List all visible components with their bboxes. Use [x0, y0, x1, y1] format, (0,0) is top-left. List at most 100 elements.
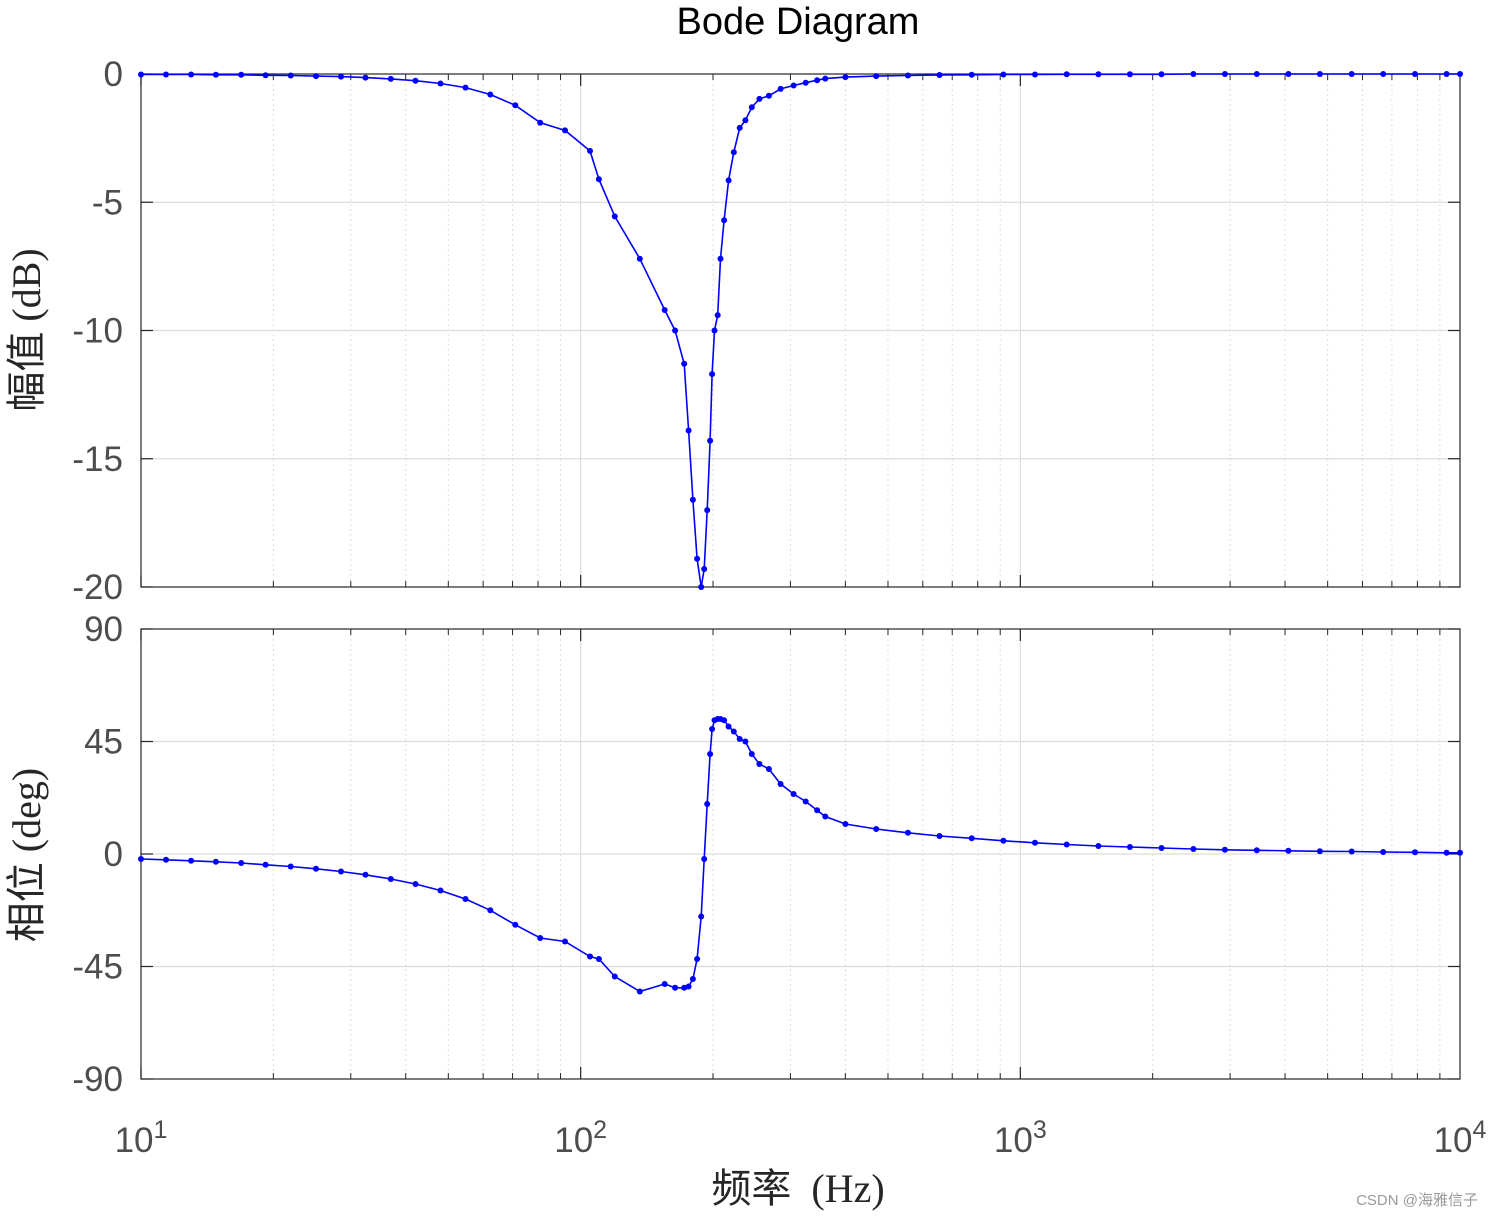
magnitude-data-point	[1063, 71, 1070, 78]
magnitude-data-point	[512, 102, 519, 109]
magnitude-data-point	[595, 176, 602, 183]
phase-data-point	[685, 983, 692, 990]
phase-data-point	[138, 856, 144, 862]
magnitude-data-point	[661, 307, 668, 313]
magnitude-data-point	[188, 71, 195, 78]
phase-grid	[141, 629, 1460, 1079]
phase-y-tick-label: 0	[104, 835, 123, 874]
phase-data-point	[842, 821, 849, 827]
magnitude-data-point	[717, 255, 724, 262]
magnitude-data-point	[1457, 71, 1463, 77]
phase-data-point	[636, 988, 643, 995]
phase-data-point	[904, 829, 911, 836]
phase-panel: 90 45 0 -45 -90 相位 (deg)	[4, 610, 1463, 1099]
phase-data-point	[512, 921, 519, 928]
magnitude-data-point	[822, 75, 829, 82]
magnitude-data-point	[1190, 71, 1197, 77]
phase-data-point	[163, 856, 169, 863]
magnitude-data-point	[287, 72, 294, 79]
magnitude-data-point	[1000, 71, 1007, 78]
phase-data-point	[709, 726, 716, 732]
phase-data-point	[736, 736, 743, 742]
phase-data-point	[936, 833, 943, 839]
x-tick-label: 102	[554, 1116, 607, 1160]
phase-data-point	[1457, 849, 1463, 856]
phase-data-point	[212, 858, 219, 865]
phase-data-point	[1126, 844, 1133, 850]
magnitude-data-point	[437, 80, 444, 87]
phase-data-point	[756, 761, 763, 767]
magnitude-data-point	[802, 79, 809, 86]
phase-data-point	[611, 973, 618, 980]
phase-data-point	[1095, 843, 1102, 849]
magnitude-data-point	[748, 104, 755, 111]
phase-data-point	[1443, 849, 1450, 856]
magnitude-y-tick-label: 0	[104, 55, 123, 94]
magnitude-y-tick-label: -10	[72, 312, 123, 351]
phase-data-point	[873, 826, 880, 832]
magnitude-data-point	[1158, 71, 1165, 78]
magnitude-data-point	[777, 85, 784, 92]
phase-data-point	[1253, 847, 1260, 854]
magnitude-y-tick-label: -5	[92, 183, 123, 222]
phase-data-point	[1316, 848, 1323, 855]
magnitude-data-point	[742, 117, 749, 124]
magnitude-data-point	[163, 71, 169, 78]
phase-y-tick-labels: 90 45 0 -45 -90	[72, 610, 123, 1099]
magnitude-data-point	[1095, 71, 1102, 78]
phase-data-point	[730, 728, 737, 735]
phase-data-point	[765, 766, 772, 772]
magnitude-data-point	[689, 496, 696, 503]
magnitude-data-point	[1126, 71, 1133, 78]
phase-y-tick-label: 90	[84, 610, 123, 649]
phase-data-point	[313, 865, 319, 872]
phase-data-point	[704, 801, 711, 807]
phase-data-point	[1000, 837, 1007, 844]
phase-data-point	[387, 876, 394, 882]
magnitude-data-point	[736, 124, 743, 131]
magnitude-data-point	[968, 71, 975, 78]
magnitude-data-point	[636, 255, 643, 262]
magnitude-data-point	[721, 217, 728, 224]
magnitude-y-axis-label: 幅值 (dB)	[4, 248, 49, 411]
magnitude-data-point	[412, 77, 419, 84]
magnitude-data-point	[362, 74, 369, 81]
magnitude-data-point	[611, 213, 618, 220]
magnitude-data-point	[1380, 71, 1387, 77]
phase-data-point	[698, 913, 705, 920]
phase-series	[138, 716, 1463, 995]
magnitude-data-point	[587, 147, 593, 154]
magnitude-data-point	[1221, 71, 1228, 77]
phase-data-point	[238, 860, 245, 866]
phase-data-point	[437, 887, 444, 894]
phase-y-tick-label: -90	[72, 1060, 123, 1099]
phase-data-point	[595, 956, 602, 962]
magnitude-data-point	[212, 71, 219, 78]
x-tick-label: 104	[1434, 1116, 1487, 1160]
magnitude-data-point	[1443, 71, 1450, 77]
magnitude-data-point	[562, 127, 568, 134]
phase-data-point	[1285, 847, 1292, 854]
magnitude-data-point	[790, 82, 797, 89]
phase-data-point	[689, 976, 696, 982]
phase-data-point	[748, 751, 755, 757]
magnitude-panel: 0 -5 -10 -15 -20 幅值 (dB)	[4, 55, 1463, 607]
magnitude-data-point	[462, 84, 469, 91]
magnitude-data-point	[537, 119, 544, 126]
phase-y-tick-label: 45	[84, 723, 123, 762]
magnitude-data-point	[709, 371, 716, 378]
phase-data-point	[802, 798, 809, 805]
phase-data-point	[1158, 845, 1165, 851]
magnitude-data-point	[707, 437, 714, 444]
magnitude-data-point	[1316, 71, 1323, 77]
phase-data-point	[562, 938, 568, 945]
phase-ticks	[140, 628, 1460, 1080]
magnitude-data-point	[725, 177, 732, 184]
phase-data-point	[814, 807, 821, 814]
magnitude-data-point	[904, 72, 911, 79]
magnitude-data-point	[672, 327, 679, 334]
phase-data-point	[790, 791, 797, 797]
phase-data-point	[1190, 846, 1197, 852]
phase-data-point	[338, 868, 344, 875]
